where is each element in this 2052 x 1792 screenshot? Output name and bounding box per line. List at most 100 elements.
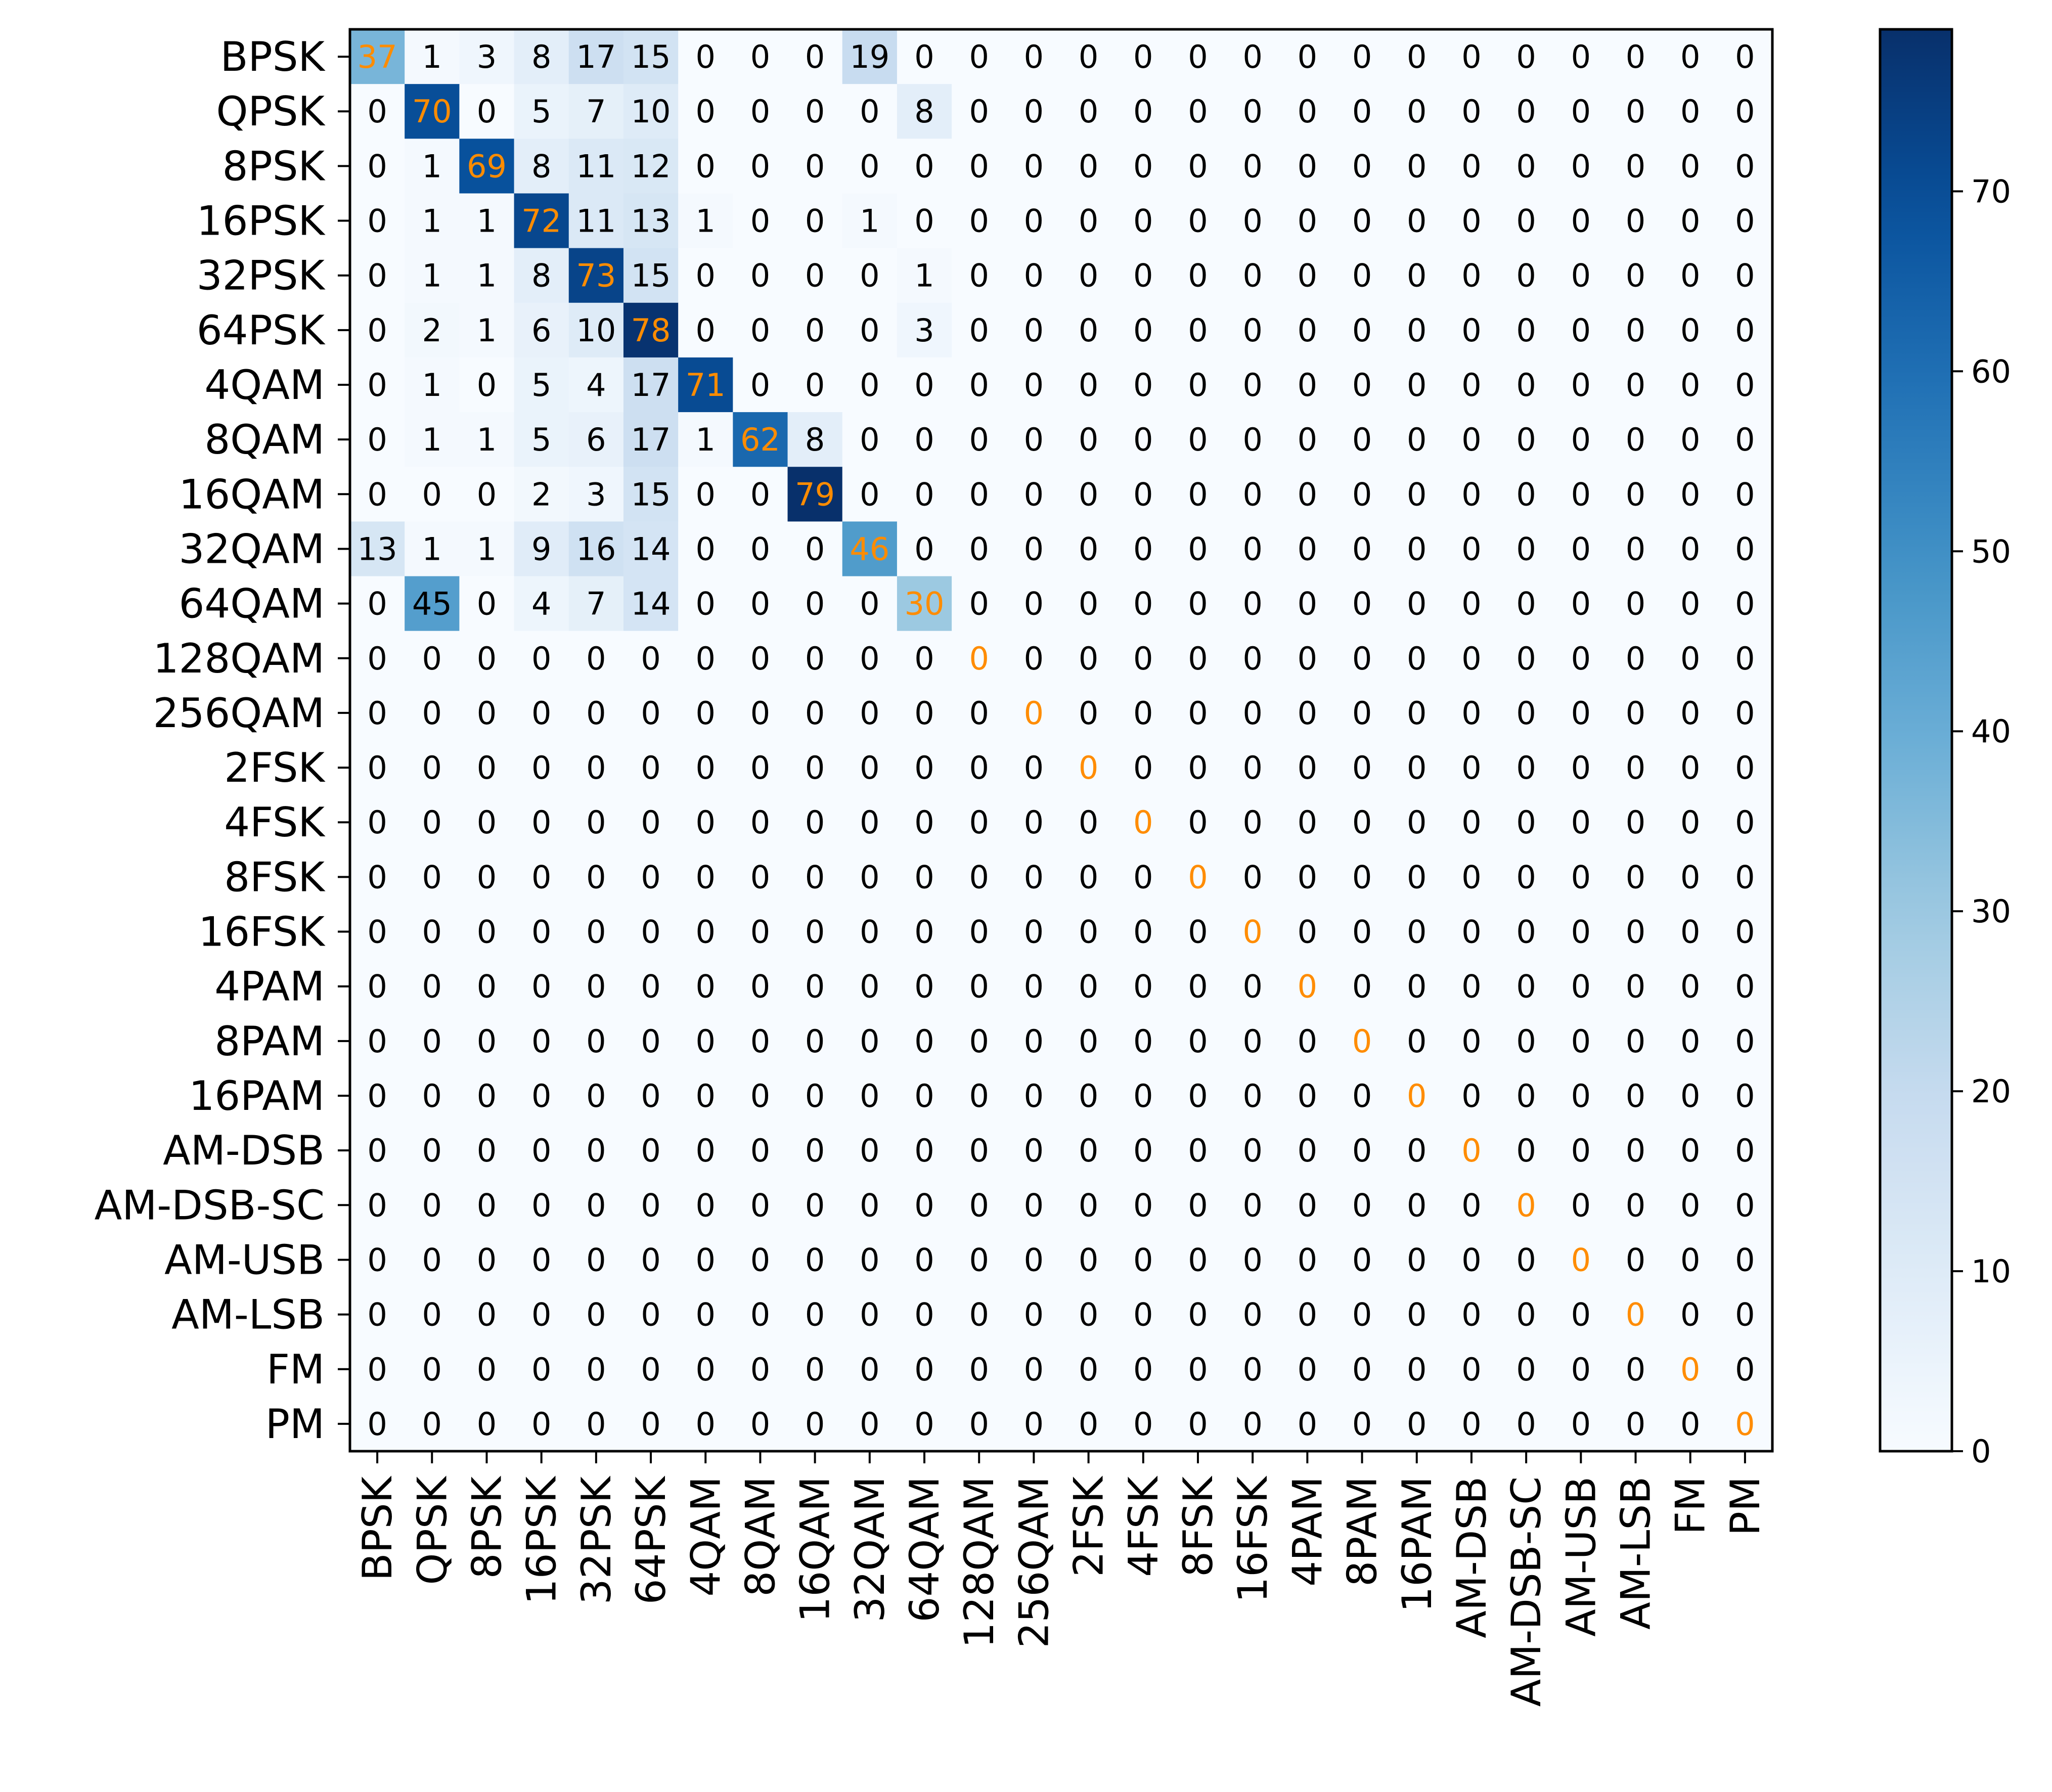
y-tick-label: 256QAM [153,690,325,737]
heatmap-cell [733,302,788,358]
heatmap-cell [842,1396,898,1452]
heatmap-cell [1717,849,1773,905]
cell-value-label: 8 [531,38,551,75]
heatmap-cell [514,1123,569,1178]
heatmap-cell [1280,357,1335,413]
cell-value-label: 0 [750,859,770,895]
heatmap-cell [568,740,624,795]
heatmap-cell [350,1123,405,1178]
cell-value-label: 0 [1242,1078,1262,1114]
heatmap-cell [1499,904,1554,960]
cell-value-label: 0 [641,914,660,951]
cell-value-label: 0 [1407,968,1426,1005]
cell-value-label: 0 [1188,1351,1208,1388]
cell-value-label: 0 [1461,1078,1481,1114]
heatmap-cell [459,740,515,795]
heatmap-cell [1608,1178,1664,1233]
heatmap-cell [405,412,460,467]
x-tick-label: 8FSK [1175,1475,1222,1577]
heatmap-cell [733,521,788,577]
heatmap-cell [678,139,733,194]
cell-value-label: 1 [422,367,442,404]
cell-value-label: 0 [477,367,497,404]
cell-value-label: 0 [1461,968,1481,1005]
heatmap-cell [1225,904,1280,960]
cell-value-label: 0 [477,1187,497,1224]
heatmap-cell [787,576,843,632]
heatmap-cell [350,685,405,741]
cell-value-label: 0 [477,1406,497,1443]
heatmap-cell [1389,1232,1445,1288]
heatmap-cell [1225,302,1280,358]
cell-value-label: 8 [531,148,551,185]
cell-value-label: 0 [1133,1241,1153,1278]
heatmap-cell [1334,1341,1390,1397]
x-tick-label: 8PSK [463,1475,510,1579]
cell-value-label: 0 [1298,367,1317,404]
cell-value-label: 0 [1024,1351,1044,1388]
heatmap-cell [1334,1396,1390,1452]
heatmap-cell [514,795,569,850]
heatmap-cell [1717,795,1773,850]
cell-value-label: 0 [1188,367,1208,404]
cell-value-label: 0 [696,93,716,130]
heatmap-cell [405,248,460,303]
cell-value-label: 0 [477,804,497,841]
cell-value-label: 0 [1298,1406,1317,1443]
heatmap-cell [733,248,788,303]
cell-value-label: 0 [1242,148,1262,185]
heatmap-cell [1061,1068,1117,1124]
heatmap-cell [1499,1013,1554,1069]
heatmap-cell [1225,795,1280,850]
cell-value-label: 0 [1680,1296,1700,1333]
heatmap-cell [568,795,624,850]
cell-value-label: 0 [1735,530,1755,567]
cell-value-label: 0 [1735,1187,1755,1224]
heatmap-cell [1006,1396,1062,1452]
cell-value-label: 0 [1079,586,1098,622]
cell-value-label: 0 [1516,968,1536,1005]
heatmap-cell [405,849,460,905]
heatmap-cell [1389,904,1445,960]
heatmap-cell [1608,1013,1664,1069]
heatmap-cell [952,357,1007,413]
cell-value-label: 0 [1133,1406,1153,1443]
heatmap-cell [1116,84,1171,139]
heatmap-cell [678,1123,733,1178]
heatmap-cell [350,412,405,467]
heatmap-cell [952,1013,1007,1069]
heatmap-cell [1663,467,1718,522]
heatmap-cell [1553,412,1609,467]
heatmap-cell [1061,959,1117,1014]
heatmap-cell [350,959,405,1014]
cell-value-label: 0 [367,1241,387,1278]
cell-value-label: 0 [914,695,934,732]
heatmap-cell [1499,1178,1554,1233]
heatmap-cell [787,84,843,139]
heatmap-cell [623,521,679,577]
heatmap-cell [787,29,843,84]
heatmap-cell [897,302,952,358]
diagonal-value-label: 69 [467,148,507,185]
cell-value-label: 0 [477,914,497,951]
heatmap-cell [1444,1013,1499,1069]
heatmap-cell [1061,139,1117,194]
x-axis: BPSK QPSK 8PSK 16PSK 32PSK 64PSK 4QAM 8QAM 16QAM… [354,1451,1769,1707]
cell-value-label: 0 [969,93,989,130]
cell-value-label: 0 [1024,859,1044,895]
heatmap-cell [1225,84,1280,139]
cell-value-label: 0 [969,1351,989,1388]
heatmap-cell [842,357,898,413]
cell-value-label: 0 [1242,1296,1262,1333]
cell-value-label: 0 [1516,476,1536,513]
cell-value-label: 0 [1680,1406,1700,1443]
cell-value-label: 1 [422,257,442,294]
cell-value-label: 0 [1133,257,1153,294]
cell-value-label: 0 [1298,859,1317,895]
colorbar-tick-label: 20 [1971,1073,2011,1110]
heatmap-cell [350,248,405,303]
cell-value-label: 0 [1188,1241,1208,1278]
heatmap-cell [1553,193,1609,249]
heatmap-cell [1334,467,1390,522]
cell-value-label: 0 [750,1351,770,1388]
